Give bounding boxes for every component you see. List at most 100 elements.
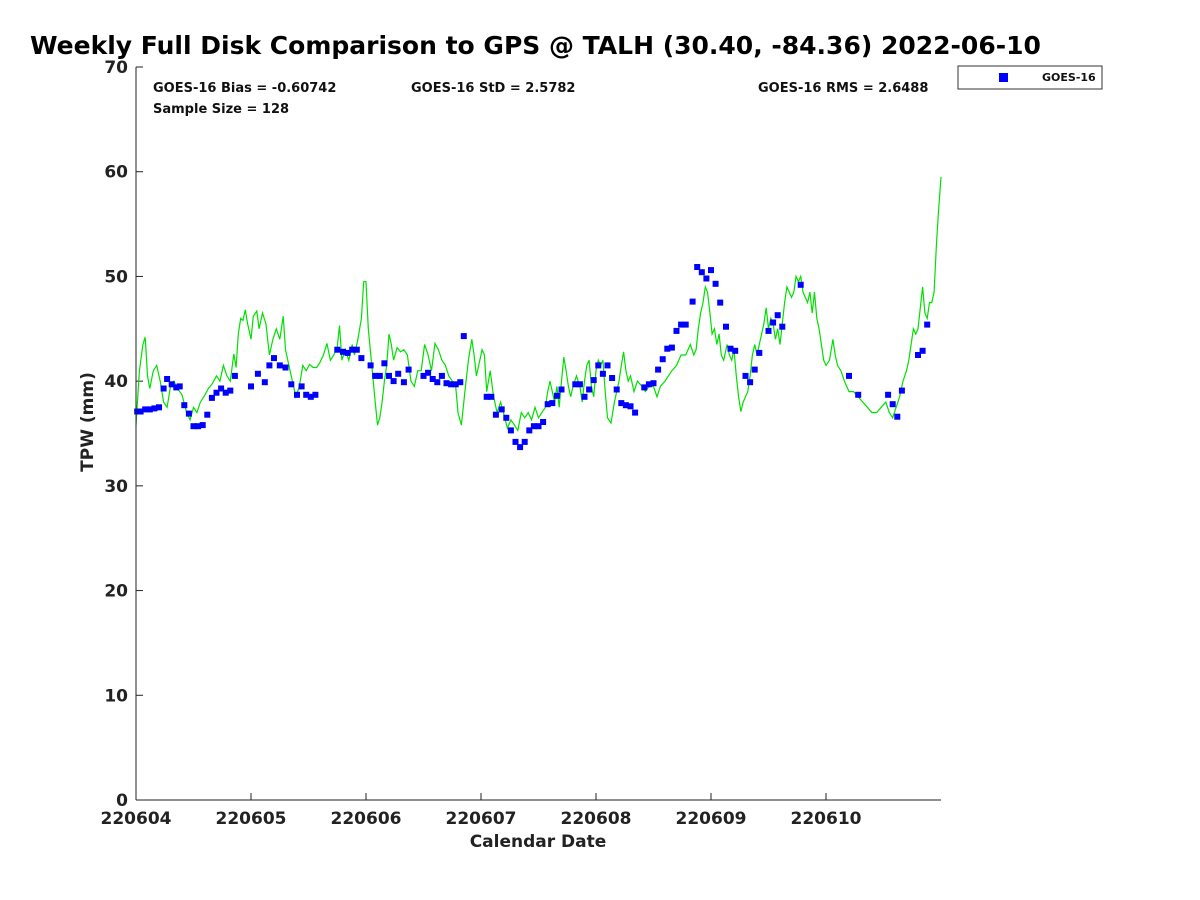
goes16-point xyxy=(590,377,597,384)
goes16-point xyxy=(915,352,921,358)
goes16-point xyxy=(443,380,450,387)
goes16-point xyxy=(682,321,689,328)
x-tick-label: 220604 xyxy=(101,809,172,829)
goes16-point xyxy=(307,393,314,400)
goes16-point xyxy=(846,372,852,379)
goes16-point xyxy=(208,394,215,401)
goes16-point xyxy=(452,381,459,388)
goes16-point xyxy=(294,391,300,398)
goes16-point xyxy=(390,378,397,385)
goes16-point xyxy=(271,355,277,362)
goes16-point xyxy=(774,312,781,319)
goes16-point xyxy=(742,372,749,379)
goes16-point xyxy=(894,413,901,420)
goes16-point xyxy=(558,386,565,393)
y-axis-label: TPW (mm) xyxy=(78,372,98,472)
goes16-point xyxy=(919,347,926,354)
goes16-point xyxy=(231,372,238,379)
goes16-point xyxy=(266,362,273,369)
goes16-point xyxy=(248,383,254,390)
goes16-point xyxy=(185,410,192,417)
goes16-point xyxy=(276,362,283,369)
goes16-point xyxy=(553,392,560,399)
goes16-point xyxy=(770,319,777,326)
goes16-point xyxy=(507,427,514,434)
goes16-point xyxy=(344,349,351,356)
goes16-point xyxy=(581,393,588,400)
goes16-point xyxy=(298,383,305,390)
goes16-point xyxy=(622,402,629,409)
goes16-point xyxy=(576,381,583,388)
goes16-point xyxy=(218,385,225,392)
y-tick-label: 50 xyxy=(104,267,128,287)
goes16-point xyxy=(176,383,183,390)
goes16-point xyxy=(708,267,714,274)
stat-std: GOES-16 StD = 2.5782 xyxy=(411,81,575,96)
goes16-point xyxy=(678,321,685,328)
y-tick-label: 30 xyxy=(104,477,128,497)
stat-bias: GOES-16 Bias = -0.60742 xyxy=(153,81,336,96)
goes16-point xyxy=(460,333,467,340)
goes16-series-points xyxy=(134,264,931,451)
stat-rms: GOES-16 RMS = 2.6488 xyxy=(758,81,928,96)
goes16-point xyxy=(312,391,319,398)
goes16-point xyxy=(526,427,533,434)
goes16-point xyxy=(181,402,188,409)
goes16-point xyxy=(448,381,455,388)
chart-title: Weekly Full Disk Comparison to GPS @ TAL… xyxy=(30,31,1041,60)
goes16-point xyxy=(641,384,648,391)
goes16-point xyxy=(694,264,701,270)
goes16-point xyxy=(261,379,268,386)
goes16-point xyxy=(288,381,295,388)
goes16-point xyxy=(673,327,680,334)
goes16-point xyxy=(420,372,427,379)
x-tick-label: 220610 xyxy=(791,809,862,829)
legend-box xyxy=(957,65,1103,90)
goes16-point xyxy=(797,281,804,288)
goes16-point xyxy=(779,323,786,330)
goes16-point xyxy=(429,376,436,382)
goes16-point xyxy=(400,379,407,386)
y-tick-label: 20 xyxy=(104,582,128,602)
goes16-point xyxy=(627,403,634,410)
x-tick-label: 220607 xyxy=(446,809,517,829)
goes16-point xyxy=(282,364,289,371)
goes16-point xyxy=(898,387,905,394)
goes16-point xyxy=(618,400,625,407)
stat-sample-size: Sample Size = 128 xyxy=(153,102,289,117)
goes16-point xyxy=(213,389,220,396)
goes16-point xyxy=(645,381,652,388)
goes16-point xyxy=(703,275,710,282)
goes16-point xyxy=(855,391,862,398)
goes16-point xyxy=(353,346,360,353)
goes16-point xyxy=(659,356,666,363)
goes16-point xyxy=(457,379,464,386)
goes16-point xyxy=(668,344,675,351)
goes16-point xyxy=(395,370,402,377)
goes16-point xyxy=(751,366,758,373)
goes16-point xyxy=(747,379,754,386)
goes16-point xyxy=(227,387,234,394)
goes16-point xyxy=(924,321,931,328)
goes16-point xyxy=(438,372,445,379)
goes16-point xyxy=(156,404,162,411)
goes16-point xyxy=(512,438,519,445)
goes16-point xyxy=(137,408,144,415)
goes16-point xyxy=(664,345,671,352)
y-tick-label: 40 xyxy=(104,372,128,392)
x-tick-label: 220605 xyxy=(216,809,287,829)
gps-series-line xyxy=(135,176,942,432)
goes16-point xyxy=(572,381,579,388)
y-tick-label: 60 xyxy=(104,163,128,183)
goes16-point xyxy=(199,422,206,429)
goes16-point xyxy=(632,409,639,416)
goes16-point xyxy=(521,438,528,445)
goes16-point xyxy=(712,280,719,287)
goes16-point xyxy=(334,346,341,353)
goes16-point xyxy=(405,366,412,373)
goes16-point xyxy=(717,299,724,306)
goes16-point xyxy=(340,348,346,355)
goes16-point xyxy=(530,423,537,430)
goes16-point xyxy=(195,423,202,430)
x-axis-label: Calendar Date xyxy=(470,832,607,852)
